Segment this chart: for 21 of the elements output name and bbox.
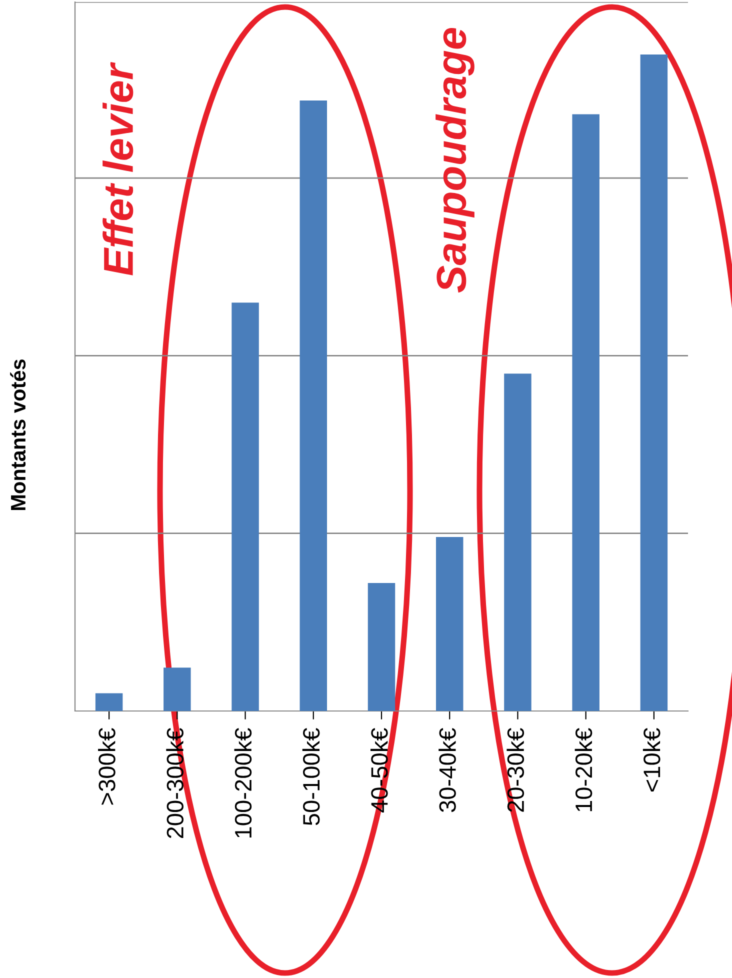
- bar: [368, 582, 396, 711]
- x-tick-label: >300k€: [98, 728, 116, 805]
- x-tick-label: 50-100k€: [302, 728, 320, 826]
- bar: [436, 537, 464, 711]
- x-tick-label: 200-300k€: [166, 728, 184, 838]
- x-tick-label: 20-30k€: [506, 728, 524, 812]
- bar: [300, 100, 328, 711]
- bar: [640, 54, 668, 711]
- bar: [164, 668, 191, 711]
- annotation: Effet levier: [102, 62, 134, 276]
- bar: [504, 374, 532, 711]
- bar: [95, 693, 123, 711]
- x-tick-label: 10-20k€: [574, 728, 592, 812]
- y-axis-title: Montants votés: [10, 359, 26, 510]
- bar: [232, 302, 259, 711]
- annotation: Saupoudrage: [436, 28, 474, 293]
- x-tick-label: 40-50k€: [370, 728, 388, 812]
- x-tick-label: 30-40k€: [438, 728, 456, 812]
- bar: [572, 114, 600, 711]
- x-tick-label: <10k€: [642, 728, 660, 792]
- x-tick-label: 100-200k€: [234, 728, 252, 838]
